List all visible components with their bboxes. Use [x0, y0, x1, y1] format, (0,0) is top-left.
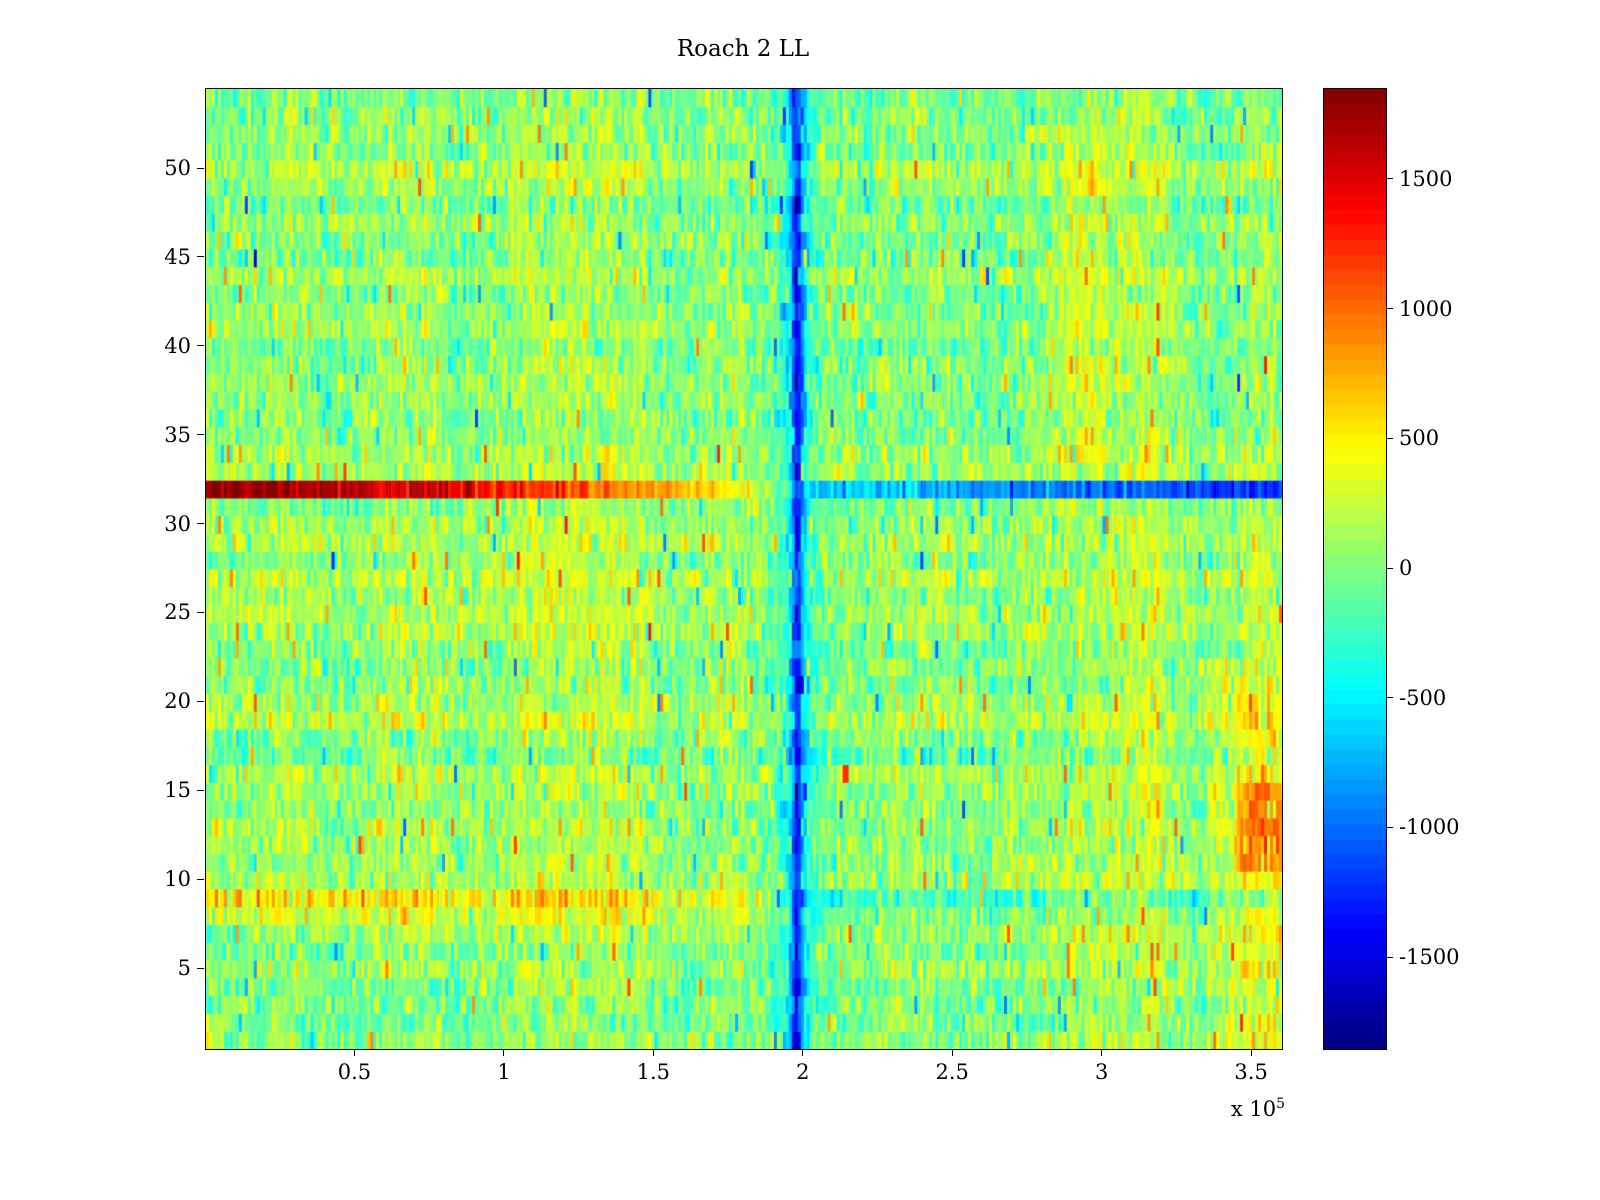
x-tick-label: 0.5	[337, 1060, 372, 1084]
colorbar-tick-label: 1000	[1399, 296, 1453, 321]
x-tick-label: 3	[1094, 1060, 1109, 1084]
colorbar-tick-mark	[1387, 437, 1393, 439]
colorbar-tick-mark	[1387, 826, 1393, 828]
y-tick-mark	[197, 523, 204, 525]
plot-title: Roach 2 LL	[676, 36, 810, 62]
colorbar-tick-label: -500	[1399, 685, 1447, 710]
colorbar-tick-mark	[1387, 308, 1393, 310]
y-tick-mark	[197, 700, 204, 702]
x-tick-label: 1.5	[636, 1060, 671, 1084]
colorbar-tick-label: -1500	[1399, 945, 1460, 970]
x-tick-mark	[951, 1049, 953, 1056]
colorbar	[1323, 88, 1387, 1050]
y-tick-label: 30	[164, 511, 191, 536]
colorbar-tick-mark	[1387, 956, 1393, 958]
y-tick-mark	[197, 878, 204, 880]
colorbar-tick-label: 0	[1399, 556, 1413, 580]
x-tick-label: 2.5	[935, 1060, 969, 1084]
y-tick-mark	[197, 434, 204, 436]
x-tick-mark	[1101, 1049, 1103, 1056]
y-tick-mark	[197, 967, 204, 969]
colorbar-tick-mark	[1387, 178, 1393, 180]
y-tick-mark	[197, 167, 204, 169]
x-tick-mark	[652, 1049, 654, 1056]
colorbar-tick-label: 500	[1399, 426, 1440, 451]
heatmap-plot	[205, 88, 1283, 1050]
y-tick-label: 35	[164, 422, 191, 447]
y-tick-label: 15	[164, 778, 191, 803]
y-tick-mark	[197, 345, 204, 347]
y-tick-label: 5	[177, 956, 191, 980]
colorbar-canvas	[1324, 89, 1386, 1049]
x-scale-base: x 10	[1230, 1097, 1277, 1121]
x-tick-mark	[503, 1049, 505, 1056]
x-tick-label: 2	[796, 1060, 810, 1084]
x-tick-label: 3.5	[1234, 1060, 1268, 1084]
colorbar-tick-label: -1000	[1399, 815, 1460, 840]
y-tick-mark	[197, 789, 204, 791]
y-tick-label: 50	[164, 156, 191, 180]
x-tick-mark	[802, 1049, 804, 1056]
heatmap-canvas	[206, 89, 1282, 1049]
y-tick-mark	[197, 611, 204, 613]
y-tick-mark	[197, 256, 204, 258]
x-tick-mark	[353, 1049, 355, 1056]
y-tick-label: 40	[164, 333, 191, 358]
x-tick-label: 1	[497, 1060, 511, 1084]
y-tick-label: 45	[164, 244, 191, 269]
x-scale-exponent: 5	[1276, 1096, 1285, 1112]
y-tick-label: 25	[164, 600, 191, 625]
colorbar-tick-label: 1500	[1399, 166, 1453, 191]
colorbar-tick-mark	[1387, 567, 1393, 569]
x-axis-scale-label: x 105	[1165, 1096, 1285, 1121]
y-tick-label: 10	[164, 867, 191, 892]
x-tick-mark	[1250, 1049, 1252, 1056]
colorbar-tick-mark	[1387, 697, 1393, 699]
y-tick-label: 20	[164, 689, 191, 714]
